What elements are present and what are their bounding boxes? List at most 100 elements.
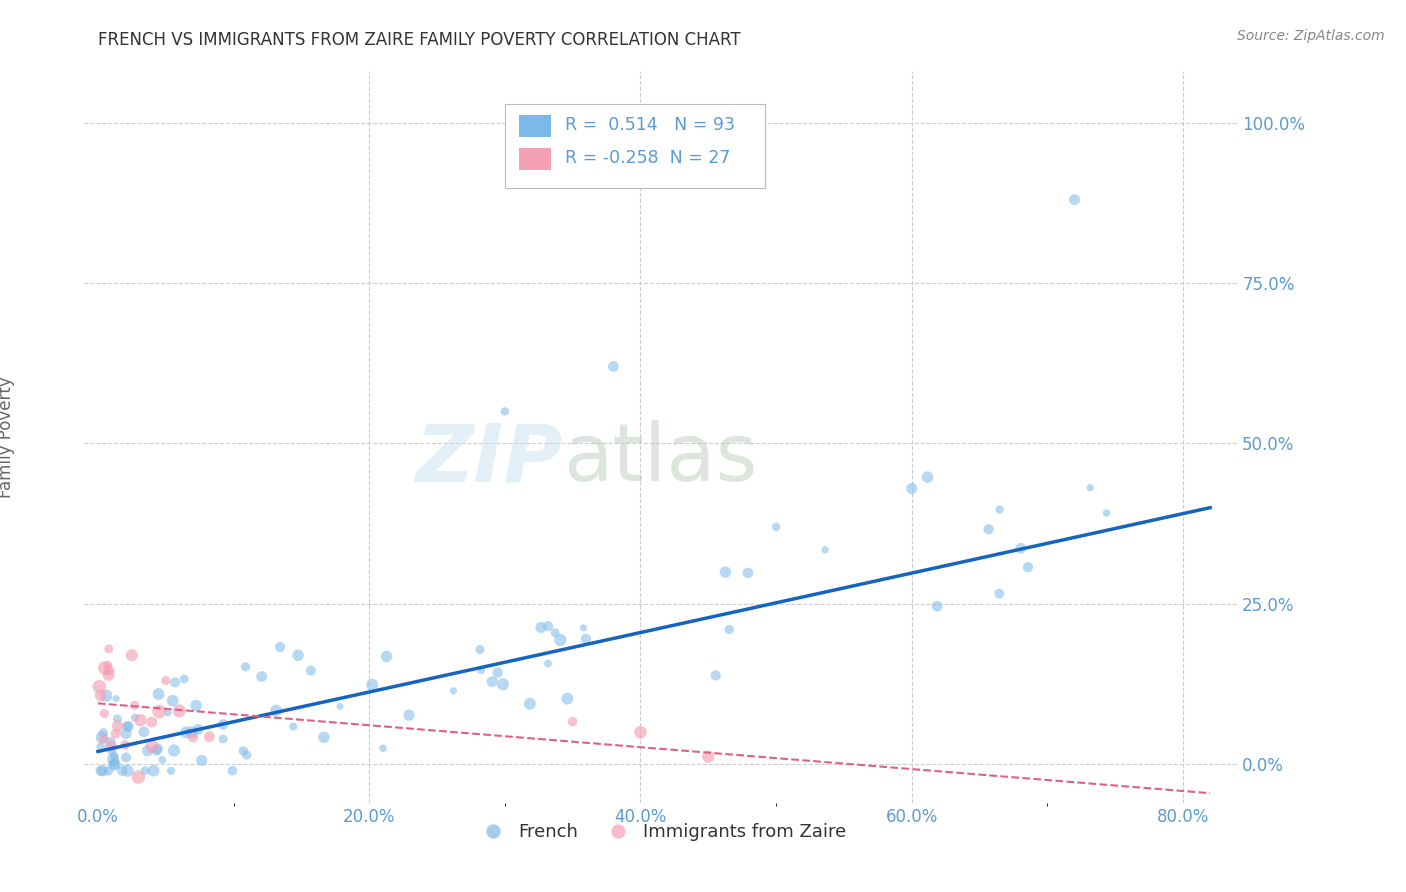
Point — [103, 757, 125, 772]
Point — [98, 735, 121, 749]
Point — [155, 673, 177, 688]
Point — [163, 743, 186, 757]
Point — [575, 632, 598, 646]
Point — [117, 764, 139, 778]
Point — [142, 764, 165, 778]
Point — [105, 712, 128, 726]
Point — [114, 738, 136, 752]
Point — [103, 749, 125, 764]
Point — [148, 705, 170, 719]
Point — [156, 706, 179, 720]
Point — [494, 404, 516, 418]
Point — [90, 689, 112, 703]
Point — [977, 522, 1000, 536]
Point — [602, 359, 624, 374]
Point — [115, 726, 138, 740]
Point — [173, 672, 195, 686]
Point — [90, 739, 112, 754]
Point — [100, 744, 122, 758]
Point — [160, 764, 183, 778]
Point — [105, 691, 128, 706]
Point — [1017, 560, 1039, 574]
Text: atlas: atlas — [562, 420, 758, 498]
Point — [398, 708, 420, 723]
Text: FRENCH VS IMMIGRANTS FROM ZAIRE FAMILY POVERTY CORRELATION CHART: FRENCH VS IMMIGRANTS FROM ZAIRE FAMILY P… — [98, 31, 741, 49]
FancyBboxPatch shape — [519, 115, 551, 137]
Point — [145, 743, 167, 757]
Point — [98, 663, 121, 677]
Point — [101, 752, 124, 766]
Point — [492, 677, 515, 691]
Point — [104, 727, 127, 741]
Point — [548, 632, 571, 647]
Point — [184, 698, 207, 713]
Point — [221, 764, 243, 778]
Point — [150, 753, 173, 767]
Point — [737, 566, 759, 580]
Point — [299, 664, 322, 678]
Text: Source: ZipAtlas.com: Source: ZipAtlas.com — [1237, 29, 1385, 43]
FancyBboxPatch shape — [519, 147, 551, 170]
Point — [697, 749, 720, 764]
Point — [146, 741, 169, 756]
Point — [121, 648, 143, 663]
Point — [163, 675, 186, 690]
Point — [235, 660, 257, 674]
Point — [115, 750, 138, 764]
Point — [162, 694, 184, 708]
Point — [129, 713, 152, 727]
Point — [198, 730, 221, 744]
FancyBboxPatch shape — [505, 104, 765, 188]
Point — [269, 640, 291, 654]
Point — [107, 719, 129, 733]
Point — [1010, 541, 1032, 556]
Point — [180, 725, 202, 739]
Point — [97, 641, 120, 656]
Point — [630, 725, 652, 739]
Point — [96, 689, 118, 703]
Point — [212, 717, 235, 731]
Point — [468, 642, 491, 657]
Point — [361, 678, 384, 692]
Point — [117, 719, 139, 733]
Point — [572, 621, 595, 635]
Point — [917, 470, 939, 484]
Point — [148, 687, 170, 701]
Point — [232, 744, 254, 758]
Point — [190, 753, 212, 767]
Point — [90, 764, 112, 778]
Point — [176, 725, 198, 739]
Point — [212, 731, 235, 746]
Point — [250, 669, 273, 683]
Point — [988, 502, 1011, 516]
Point — [900, 482, 922, 496]
Point — [537, 619, 560, 633]
Point — [1095, 506, 1118, 520]
Point — [312, 731, 335, 745]
Y-axis label: Family Poverty: Family Poverty — [0, 376, 15, 498]
Point — [329, 699, 352, 714]
Point — [127, 770, 149, 784]
Point — [1078, 481, 1101, 495]
Point — [90, 731, 112, 745]
Point — [100, 739, 122, 754]
Point — [537, 657, 560, 671]
Point — [1063, 193, 1085, 207]
Point — [927, 599, 949, 614]
Point — [235, 747, 257, 762]
Point — [136, 744, 159, 758]
Point — [93, 706, 115, 721]
Point — [97, 667, 120, 681]
Legend: French, Immigrants from Zaire: French, Immigrants from Zaire — [468, 816, 853, 848]
Point — [714, 565, 737, 579]
Point — [718, 623, 741, 637]
Point — [134, 764, 156, 778]
Point — [988, 587, 1011, 601]
Point — [181, 730, 204, 744]
Point — [93, 731, 115, 746]
Point — [264, 704, 287, 718]
Text: ZIP: ZIP — [415, 420, 562, 498]
Text: R =  0.514   N = 93: R = 0.514 N = 93 — [565, 116, 735, 134]
Point — [283, 720, 305, 734]
Point — [486, 665, 509, 680]
